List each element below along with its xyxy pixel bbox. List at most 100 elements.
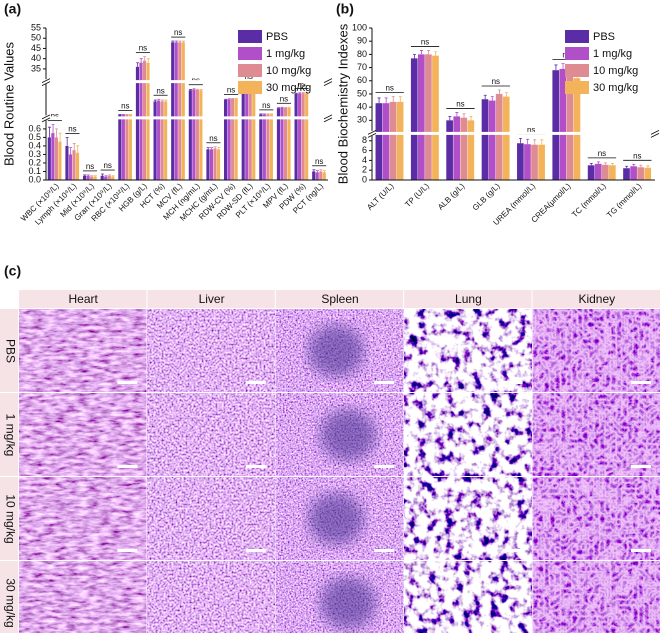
error-bar [93, 175, 97, 177]
row-header: PBS [3, 339, 17, 363]
y-tick-label: 0 [362, 174, 367, 184]
scale-bar [631, 381, 651, 384]
column-header-bg [275, 290, 404, 308]
error-bar [157, 98, 161, 101]
bar [178, 42, 182, 180]
axis-break-band [42, 116, 332, 120]
bar [453, 116, 461, 180]
significance-label: ns [527, 125, 535, 134]
y-tick-label: 80 [357, 49, 367, 59]
tissue-image [532, 477, 660, 560]
error-bar [111, 175, 115, 177]
y-tick-label: 45 [31, 43, 41, 53]
bar [301, 93, 305, 180]
row-header-bg [0, 561, 18, 633]
scale-bar [631, 465, 651, 468]
error-bar [312, 169, 316, 172]
tissue-follicle [320, 409, 376, 461]
scale-bar [502, 465, 523, 468]
column-header-bg [404, 290, 532, 308]
error-bar [107, 174, 111, 176]
scale-bar [117, 549, 138, 552]
bar [164, 101, 168, 180]
y-tick-label: 40 [357, 102, 367, 112]
error-bar [189, 89, 193, 91]
column-header-bg [532, 290, 660, 308]
y-tick-label: 6 [362, 145, 367, 155]
bar [280, 107, 284, 180]
tissue-image [404, 477, 532, 560]
significance-label: ns [456, 100, 464, 109]
bar [160, 101, 164, 180]
y-tick-label: 0.6 [28, 123, 41, 133]
significance-label: ns [174, 28, 182, 37]
legend-label: 1 mg/kg [593, 48, 632, 60]
scale-bar [502, 381, 523, 384]
error-bar [294, 92, 298, 94]
tissue-image [404, 309, 532, 392]
bar [234, 98, 238, 180]
tissue-follicle [308, 325, 364, 377]
row-header: 1 mg/kg [3, 414, 17, 457]
column-header-bg [19, 290, 147, 308]
tissue-image [19, 477, 147, 560]
legend-swatch [565, 64, 589, 77]
bar [174, 42, 178, 180]
tissue-image [19, 309, 147, 392]
tissue-image [19, 393, 147, 476]
error-bar [160, 99, 164, 102]
bar [432, 55, 439, 181]
tissue-image [147, 393, 275, 476]
error-bar [153, 99, 157, 102]
bar [425, 54, 432, 181]
axis-break-mark [323, 78, 333, 87]
legend-swatch [238, 47, 262, 60]
bar [382, 103, 390, 180]
bar [86, 175, 90, 180]
row-header-bg [0, 393, 18, 476]
bar [231, 98, 235, 180]
y-tick-label: 35 [31, 63, 41, 73]
bar [171, 42, 175, 180]
bar [195, 89, 199, 180]
bar [199, 90, 203, 180]
bar [266, 114, 270, 180]
x-tick-label: TP (U/L) [403, 181, 431, 209]
y-tick-label: 0.3 [28, 149, 41, 159]
bar [128, 114, 132, 180]
bar [142, 60, 147, 181]
bar [118, 114, 122, 180]
error-bar [305, 92, 309, 94]
bar [609, 165, 616, 180]
scale-bar [502, 549, 523, 552]
bar [319, 171, 323, 180]
error-bar [589, 162, 593, 166]
error-bar [136, 62, 140, 67]
error-bar [164, 99, 168, 102]
error-bar [625, 165, 629, 169]
bar [566, 71, 574, 180]
tissue-follicle [320, 577, 376, 629]
panel-label: (c) [4, 263, 21, 279]
error-bar [146, 58, 150, 63]
error-bar [490, 96, 494, 101]
bar [524, 144, 531, 180]
error-bar [462, 113, 466, 118]
error-bar [55, 128, 59, 138]
bar [298, 93, 302, 180]
bar [283, 107, 288, 180]
bar [135, 66, 140, 180]
bar [259, 114, 263, 180]
error-bar [519, 137, 523, 144]
y-tick-label: 0.5 [28, 132, 41, 142]
bar [213, 148, 217, 180]
error-bar [391, 96, 395, 102]
column-header-bg [147, 290, 275, 308]
scale-bar [245, 549, 266, 552]
tissue-image [147, 477, 275, 560]
legend-label: PBS [593, 31, 615, 43]
row-header: 30 mg/kg [3, 578, 17, 627]
tissue-image [532, 393, 660, 476]
error-bar [540, 139, 544, 145]
